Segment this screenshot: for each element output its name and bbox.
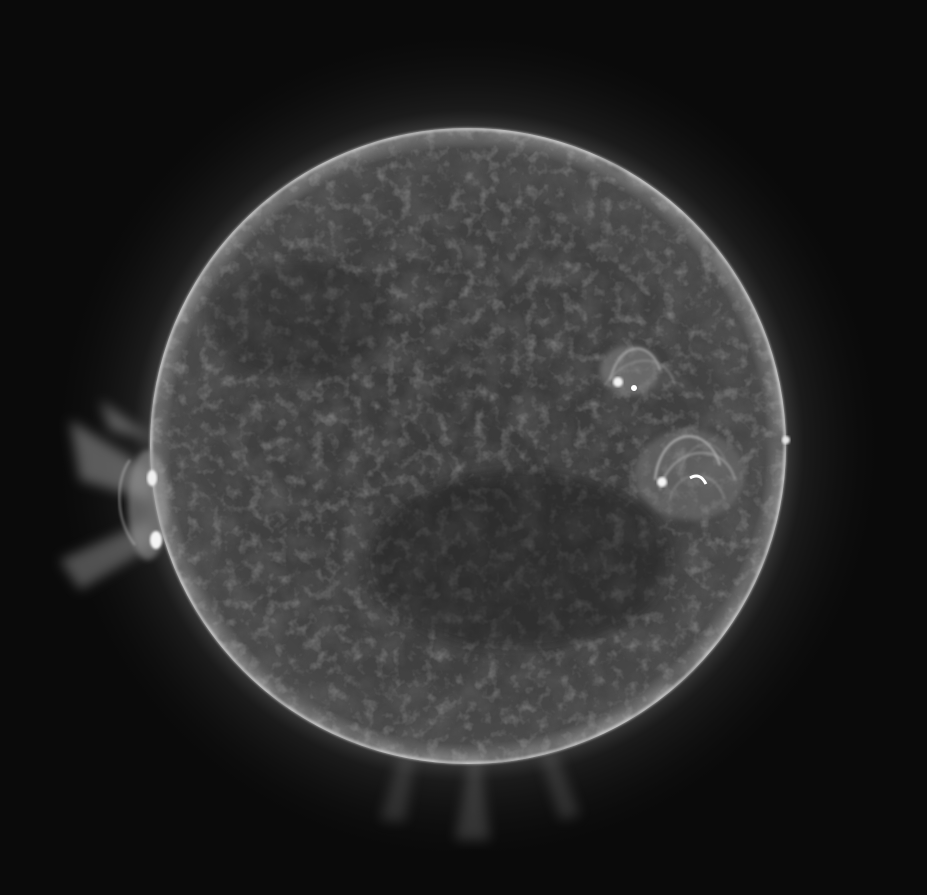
active-region-left-limb (118, 450, 168, 560)
active-region-right (635, 430, 745, 520)
coronal-streamers-left (60, 400, 155, 590)
active-region-upper-right (600, 345, 676, 395)
solar-limb (149, 127, 787, 765)
limb-bright-spot-right (782, 436, 790, 444)
coronal-streamers-bottom (380, 750, 580, 840)
